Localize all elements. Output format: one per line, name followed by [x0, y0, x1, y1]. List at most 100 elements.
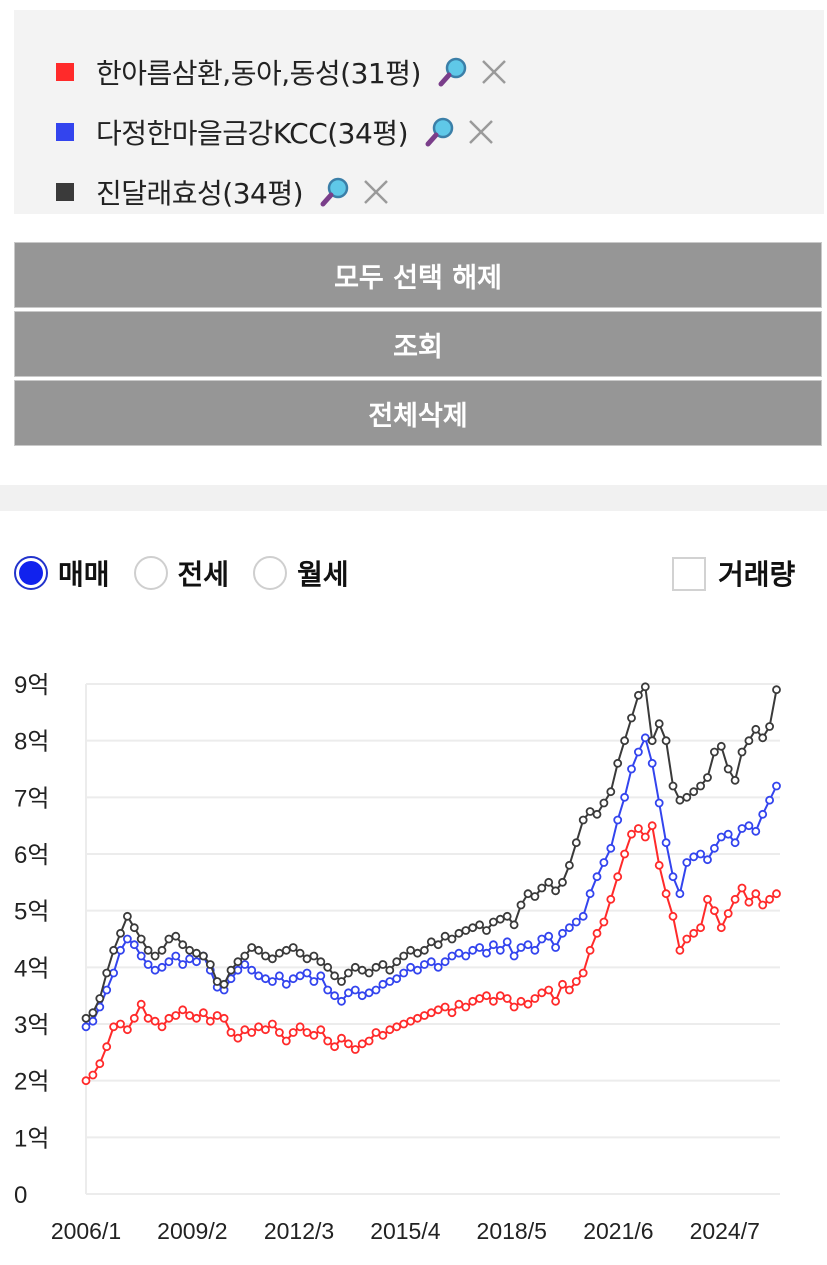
data-point — [164, 957, 174, 967]
radio-sale-label[interactable]: 매매 — [58, 558, 110, 591]
data-point — [302, 1028, 312, 1037]
radio-jeonse-label[interactable]: 전세 — [177, 558, 230, 591]
data-point — [772, 781, 781, 791]
radio-sale[interactable] — [14, 556, 48, 590]
deselect-all-button[interactable]: 모두 선택 해제 — [14, 242, 822, 308]
data-point — [164, 1013, 174, 1023]
data-point — [689, 852, 699, 862]
data-point — [461, 951, 471, 961]
data-point — [578, 815, 588, 825]
volume-checkbox[interactable] — [672, 557, 706, 591]
data-point — [613, 815, 623, 825]
data-point — [109, 1022, 118, 1032]
data-point — [288, 943, 298, 952]
data-point — [613, 758, 623, 768]
radio-monthly-label[interactable]: 월세 — [297, 558, 349, 591]
radio-jeonse[interactable] — [133, 556, 168, 590]
data-point — [150, 965, 160, 975]
data-point — [81, 1013, 91, 1023]
data-point — [565, 923, 574, 933]
data-point — [261, 951, 270, 961]
data-point — [696, 849, 705, 859]
data-point — [488, 996, 498, 1006]
data-point — [378, 1030, 388, 1040]
data-point — [254, 1022, 264, 1032]
data-point — [219, 979, 229, 989]
data-point — [426, 1008, 436, 1018]
data-point — [730, 894, 740, 904]
data-point — [447, 934, 457, 944]
data-point — [640, 682, 650, 692]
search-button[interactable]: 조회 — [14, 311, 822, 377]
data-point — [343, 988, 353, 998]
data-point — [654, 798, 664, 808]
data-point — [81, 1022, 91, 1032]
data-point — [123, 1025, 132, 1035]
data-point — [765, 894, 774, 904]
data-point — [88, 1070, 98, 1080]
delete-all-button[interactable]: 전체삭제 — [14, 380, 822, 446]
series-진달래효성(34평) — [81, 682, 781, 1023]
data-point — [654, 860, 664, 870]
data-point — [468, 945, 478, 955]
data-point — [364, 1036, 374, 1046]
data-point — [495, 914, 505, 924]
data-point — [744, 897, 754, 907]
close-icon[interactable] — [466, 117, 496, 147]
data-point — [696, 781, 705, 791]
data-point — [205, 960, 215, 969]
data-point — [737, 747, 747, 757]
data-point — [530, 945, 540, 955]
data-point — [192, 957, 201, 967]
magnifier-icon[interactable] — [435, 54, 471, 90]
data-point — [95, 994, 105, 1003]
data-point — [682, 792, 692, 802]
close-icon[interactable] — [361, 177, 391, 207]
data-point — [482, 948, 491, 958]
data-point — [192, 948, 201, 958]
data-point — [371, 1028, 381, 1037]
data-point — [509, 920, 519, 930]
data-point — [116, 928, 125, 938]
data-point — [516, 900, 526, 910]
data-point — [558, 979, 567, 989]
close-icon[interactable] — [479, 57, 509, 87]
data-point — [640, 832, 650, 842]
data-point — [350, 962, 360, 972]
data-point — [744, 736, 754, 746]
y-tick-label: 1억 — [14, 1125, 49, 1152]
data-point — [330, 1042, 340, 1052]
magnifier-icon[interactable] — [317, 174, 353, 210]
data-point — [88, 1016, 98, 1026]
data-point — [240, 951, 250, 961]
data-point — [343, 968, 353, 978]
data-point — [668, 872, 678, 882]
y-tick-label: 7억 — [14, 785, 49, 812]
data-point — [178, 940, 188, 950]
data-point — [654, 719, 664, 729]
data-point — [592, 809, 602, 819]
data-point — [703, 894, 712, 904]
data-point — [171, 931, 181, 941]
data-point — [164, 934, 174, 944]
data-point — [627, 829, 636, 839]
data-point — [281, 979, 291, 989]
data-point — [426, 937, 436, 947]
data-point — [267, 1019, 277, 1029]
data-point — [475, 943, 485, 952]
magnifier-icon[interactable] — [422, 114, 458, 150]
data-point — [385, 1025, 395, 1035]
data-point — [516, 943, 526, 952]
data-point — [136, 999, 146, 1009]
data-point — [765, 795, 774, 805]
radio-monthly[interactable] — [253, 556, 288, 590]
data-point — [502, 994, 512, 1003]
data-point — [675, 795, 685, 805]
data-point — [413, 1013, 422, 1023]
volume-checkbox-label[interactable]: 거래량 — [718, 558, 796, 591]
data-point — [330, 971, 340, 981]
data-point — [495, 945, 505, 955]
data-point — [157, 1022, 167, 1032]
data-point — [247, 1028, 257, 1037]
data-point — [606, 894, 616, 904]
